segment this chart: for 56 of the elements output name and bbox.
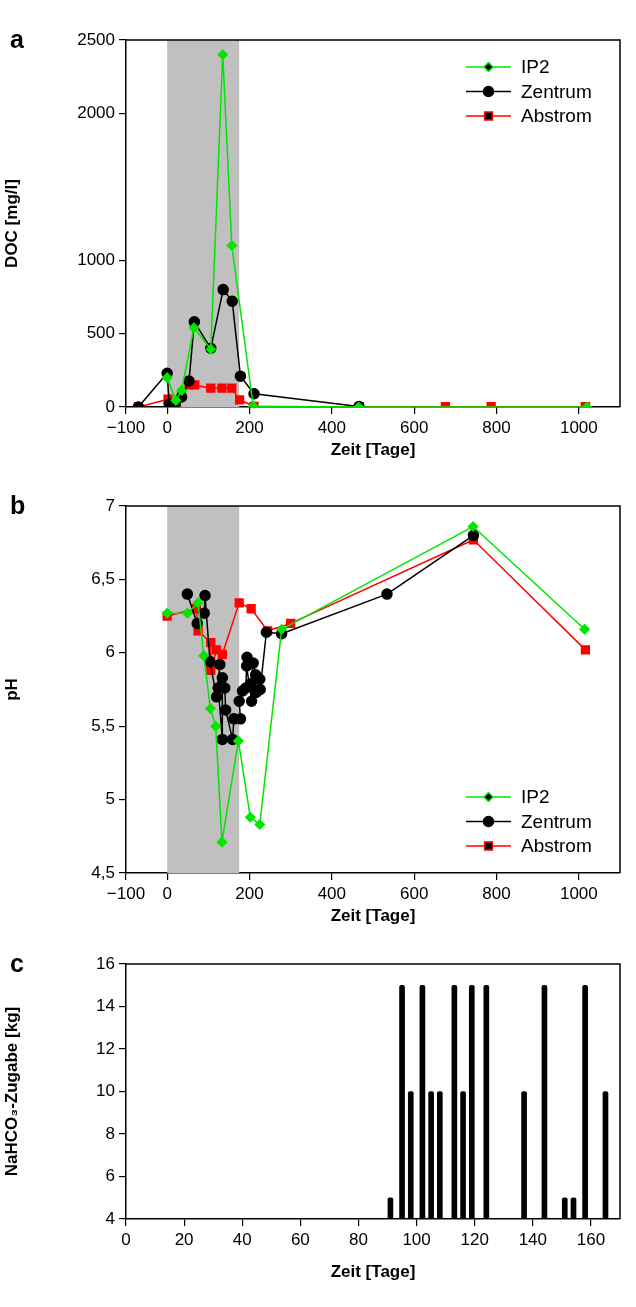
- x-tick-label: 600: [399, 883, 429, 903]
- x-tick-label: 160: [576, 1229, 606, 1249]
- x-tick-label: 1000: [559, 883, 598, 903]
- y-tick-label: 7: [105, 495, 115, 515]
- x-tick-label: 20: [174, 1229, 194, 1249]
- y-tick-label: 6: [105, 642, 115, 662]
- legend-label: IP2: [521, 786, 550, 808]
- x-tick-label: −100: [106, 417, 146, 437]
- y-tick-label: 12: [96, 1038, 115, 1058]
- x-tick-label: 400: [317, 883, 347, 903]
- x-tick-label: −100: [106, 883, 146, 903]
- y-tick-label: 5,5: [91, 715, 115, 735]
- chart-title: c: [10, 949, 24, 977]
- legend-label: Zentrum: [521, 810, 592, 832]
- x-tick-label: 800: [482, 883, 511, 903]
- y-tick-label: 2500: [77, 29, 115, 49]
- x-tick-label: 0: [162, 417, 172, 437]
- y-tick-label: 4,5: [91, 862, 115, 882]
- x-tick-label: 400: [317, 417, 347, 437]
- x-tick-label: 120: [460, 1229, 489, 1249]
- y-tick-label: 14: [96, 996, 115, 1016]
- x-tick-label: 0: [162, 883, 172, 903]
- x-axis-title: Zeit [Tage]: [330, 1262, 416, 1282]
- x-tick-label: 800: [482, 417, 511, 437]
- y-tick-label: 8: [105, 1123, 115, 1143]
- y-tick-label: 500: [86, 323, 115, 343]
- x-tick-label: 0: [121, 1229, 131, 1249]
- y-axis-title: DOC [mg/l]: [1, 179, 21, 268]
- x-tick-label: 200: [235, 417, 264, 437]
- x-tick-label: 40: [232, 1229, 252, 1249]
- x-tick-label: 600: [399, 417, 429, 437]
- y-tick-label: 0: [105, 396, 115, 416]
- chart-title: b: [10, 491, 26, 519]
- y-tick-label: 5: [105, 789, 115, 809]
- x-axis-title: Zeit [Tage]: [330, 440, 416, 460]
- legend-label: Abstrom: [521, 835, 592, 857]
- legend-label: Abstrom: [521, 105, 592, 127]
- x-tick-label: 1000: [559, 417, 598, 437]
- x-tick-label: 100: [402, 1229, 431, 1249]
- y-axis-title: NaHCO₃-Zugabe [kg]: [1, 1006, 21, 1177]
- y-axis-title: pH: [1, 678, 21, 701]
- y-tick-label: 4: [105, 1208, 115, 1228]
- legend-label: Zentrum: [521, 80, 592, 102]
- y-tick-label: 6,5: [91, 569, 115, 589]
- chart-title: a: [10, 25, 24, 53]
- x-tick-label: 80: [349, 1229, 368, 1249]
- y-tick-label: 6: [105, 1166, 115, 1186]
- x-tick-label: 60: [290, 1229, 310, 1249]
- legend-label: IP2: [521, 56, 550, 78]
- x-tick-label: 200: [235, 883, 264, 903]
- y-tick-label: 16: [96, 953, 115, 973]
- y-tick-label: 1000: [77, 249, 115, 269]
- y-tick-label: 2000: [77, 103, 115, 123]
- x-tick-label: 140: [518, 1229, 548, 1249]
- y-tick-label: 10: [96, 1081, 115, 1101]
- x-axis-title: Zeit [Tage]: [330, 906, 416, 926]
